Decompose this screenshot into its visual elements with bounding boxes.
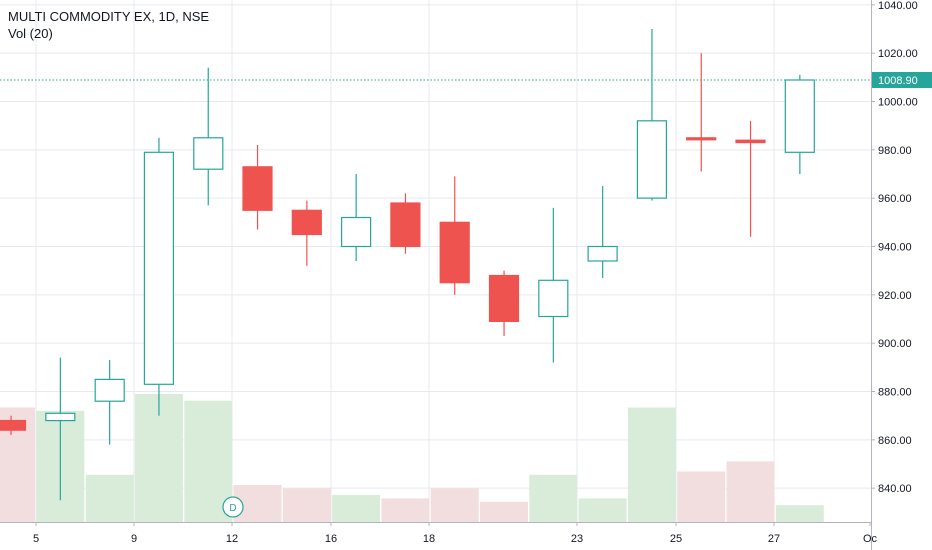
y-tick-label: 1020.00 <box>878 48 918 60</box>
candle-body[interactable] <box>390 202 421 248</box>
x-tick-label: 5 <box>33 533 39 545</box>
y-tick-label: 980.00 <box>878 145 912 157</box>
x-tick-label: 27 <box>768 533 780 545</box>
volume-bar <box>529 474 578 522</box>
volume-bar <box>430 488 479 522</box>
y-tick-label: 960.00 <box>878 193 912 205</box>
x-tick-label: 12 <box>226 533 238 545</box>
candle-body[interactable] <box>538 279 569 318</box>
last-price-tag <box>872 71 932 88</box>
x-tick-label: 23 <box>571 533 583 545</box>
y-tick-label: 1040.00 <box>878 0 918 12</box>
dividend-marker-label: D <box>229 503 236 514</box>
y-tick-label: 840.00 <box>878 483 912 495</box>
x-tick-label: Oc <box>863 533 878 545</box>
volume-bar <box>332 495 381 522</box>
candle-body[interactable] <box>143 151 174 385</box>
candle-body[interactable] <box>242 166 273 211</box>
volume-bar <box>775 505 824 522</box>
candle-body[interactable] <box>193 137 224 170</box>
candle-body[interactable] <box>686 137 717 141</box>
volume-bar <box>627 407 676 522</box>
legend-title: MULTI COMMODITY EX, 1D, NSE <box>8 9 210 24</box>
y-tick-label: 1000.00 <box>878 97 918 109</box>
candle-body[interactable] <box>341 216 372 248</box>
y-tick-label: 920.00 <box>878 290 912 302</box>
x-tick-label: 18 <box>423 533 435 545</box>
chart-legend: MULTI COMMODITY EX, 1D, NSE Vol (20) <box>8 8 209 42</box>
y-tick-label: 900.00 <box>878 338 912 350</box>
y-tick-label: 940.00 <box>878 242 912 254</box>
candle-body[interactable] <box>784 79 815 153</box>
candle-body[interactable] <box>439 221 470 284</box>
candle-body[interactable] <box>94 378 125 402</box>
candle-body[interactable] <box>291 209 322 236</box>
last-price-label: 1008.90 <box>878 75 918 87</box>
candle-body[interactable] <box>0 419 27 431</box>
candle-body[interactable] <box>587 245 618 262</box>
candle-body[interactable] <box>45 412 76 422</box>
y-tick-label: 880.00 <box>878 387 912 399</box>
x-tick-label: 9 <box>131 533 137 545</box>
y-tick-label: 860.00 <box>878 435 912 447</box>
volume-bar <box>578 498 627 522</box>
volume-bar <box>480 501 528 522</box>
candle-body[interactable] <box>488 274 520 323</box>
dividend-marker[interactable] <box>222 496 244 518</box>
volume-bar <box>85 474 134 522</box>
x-tick-label: 16 <box>325 533 337 545</box>
volume-bar <box>282 488 331 522</box>
volume-bar <box>381 498 430 522</box>
legend-volume-label: Vol (20) <box>8 26 53 41</box>
candle-body[interactable] <box>735 139 766 144</box>
volume-bar <box>726 461 775 522</box>
x-tick-label: 25 <box>670 533 682 545</box>
volume-bar <box>677 471 726 522</box>
candle-body[interactable] <box>636 120 668 199</box>
